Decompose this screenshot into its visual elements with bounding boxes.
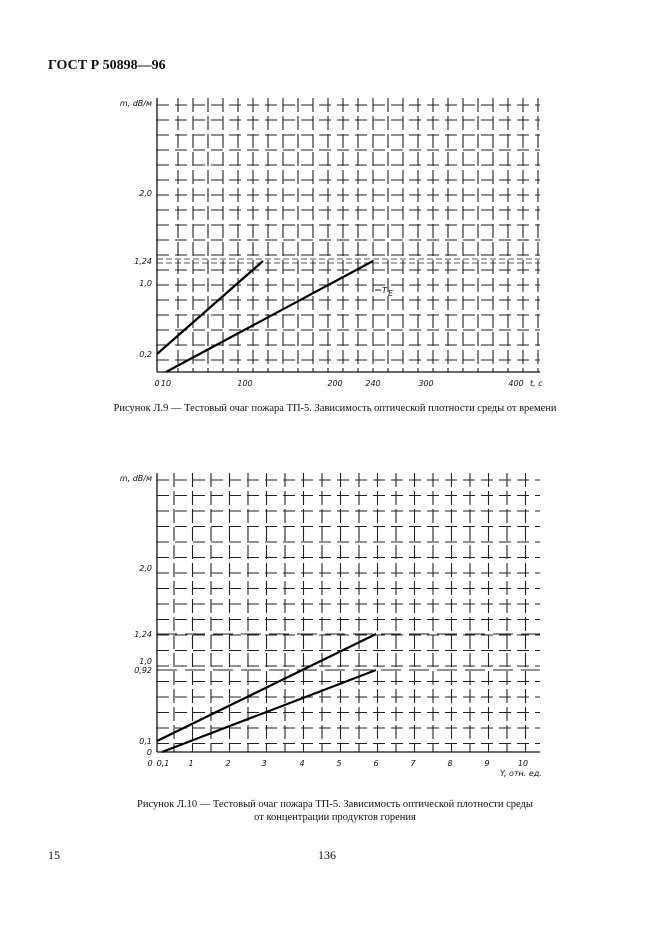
chart2-y-axis-label: m, dB/м [120, 474, 152, 483]
chart1-curve-label-sub: E [388, 289, 394, 298]
chart1-x-tick-label: 0 [154, 379, 159, 388]
chart2-x-tick-label: 0 [147, 759, 152, 768]
chart2-x-tick-label: 5 [336, 759, 341, 768]
chart2-y-tick-label: 0 [147, 748, 152, 757]
figure-9-caption: Рисунок Л.9 — Тестовый очаг пожара ТП-5.… [113, 403, 557, 414]
chart2-x-tick-label: 4 [299, 759, 304, 768]
chart1-x-tick-label: 240 [365, 379, 380, 388]
figure-10-caption: Рисунок Л.10 — Тестовый очаг пожара ТП-5… [40, 798, 630, 824]
document-code: ГОСТ Р 50898—96 [48, 58, 166, 73]
chart2-y-tick-label: 1,0 [139, 657, 152, 666]
chart2-y-tick-label: 0,1 [139, 737, 152, 746]
chart2-x-tick-label: 1 [188, 759, 193, 768]
chart2-x-tick-label: 9 [484, 759, 489, 768]
chart2-y-tick-label: 2,0 [139, 564, 152, 573]
chart2-x-tick-label: 7 [410, 759, 416, 768]
page-number: 136 [318, 848, 336, 862]
chart2-y-tick-label: 1,24 [134, 630, 152, 639]
chart1-curve-label: T [382, 286, 388, 295]
chart1-y-tick-label: 1,0 [139, 279, 152, 288]
chart1-x-tick-label: 200 [327, 379, 342, 388]
page-left-number: 15 [48, 848, 60, 862]
chart1-series-line-2 [165, 260, 374, 373]
chart1-y-tick-label: 2,0 [139, 189, 152, 198]
chart2-x-tick-label: 10 [518, 759, 528, 768]
chart1-x-axis-label: t, c [530, 379, 543, 388]
chart1-y-tick-label: 0,2 [139, 350, 152, 359]
chart1-y-axis-label: m, dB/м [120, 99, 152, 108]
chart1-y-tick-label: 1,24 [134, 257, 152, 266]
chart2-y-tick-label: 0,92 [134, 666, 152, 675]
chart2-x-tick-label: 2 [225, 759, 230, 768]
chart2-x-tick-label: 8 [447, 759, 452, 768]
chart1-series-line-1 [156, 260, 264, 355]
chart2-x-axis-label: Y, отн. ед. [500, 769, 542, 778]
chart2-x-tick-label: 3 [261, 759, 266, 768]
chart1-x-tick-label: 300 [418, 379, 433, 388]
chart1-x-tick-label: 400 [508, 379, 523, 388]
chart2-series-line-1 [156, 633, 377, 742]
figure-10-caption-line1: Рисунок Л.10 — Тестовый очаг пожара ТП-5… [137, 799, 533, 810]
figure-10-caption-line2: от концентрации продуктов горения [254, 812, 416, 823]
chart2-series-line-2 [161, 668, 377, 754]
chart2-x-tick-label: 6 [373, 759, 378, 768]
chart1-x-tick-label: 100 [237, 379, 252, 388]
chart2-x-tick-label: 0,1 [157, 759, 170, 768]
chart1-x-tick-label: 10 [161, 379, 171, 388]
